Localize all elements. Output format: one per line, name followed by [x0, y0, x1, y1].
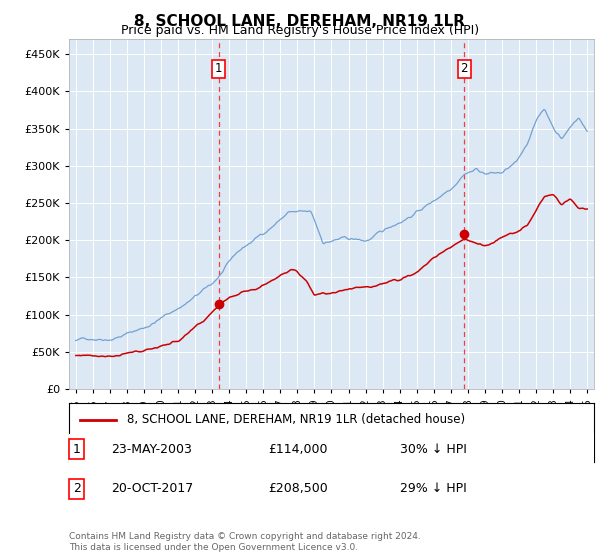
- Text: 1: 1: [215, 63, 223, 76]
- Text: 8, SCHOOL LANE, DEREHAM, NR19 1LR: 8, SCHOOL LANE, DEREHAM, NR19 1LR: [134, 14, 466, 29]
- Text: Contains HM Land Registry data © Crown copyright and database right 2024.
This d: Contains HM Land Registry data © Crown c…: [69, 532, 421, 552]
- Text: 2: 2: [461, 63, 468, 76]
- Text: 23-MAY-2003: 23-MAY-2003: [111, 443, 192, 456]
- Text: 20-OCT-2017: 20-OCT-2017: [111, 482, 193, 495]
- Text: 2: 2: [73, 482, 81, 495]
- Text: 8, SCHOOL LANE, DEREHAM, NR19 1LR (detached house): 8, SCHOOL LANE, DEREHAM, NR19 1LR (detac…: [127, 413, 465, 426]
- Text: HPI: Average price, detached house, Breckland: HPI: Average price, detached house, Brec…: [127, 441, 404, 454]
- Text: 30% ↓ HPI: 30% ↓ HPI: [400, 443, 467, 456]
- Text: £208,500: £208,500: [269, 482, 328, 495]
- Text: £114,000: £114,000: [269, 443, 328, 456]
- Text: 1: 1: [73, 443, 81, 456]
- Text: Price paid vs. HM Land Registry's House Price Index (HPI): Price paid vs. HM Land Registry's House …: [121, 24, 479, 37]
- Text: 29% ↓ HPI: 29% ↓ HPI: [400, 482, 467, 495]
